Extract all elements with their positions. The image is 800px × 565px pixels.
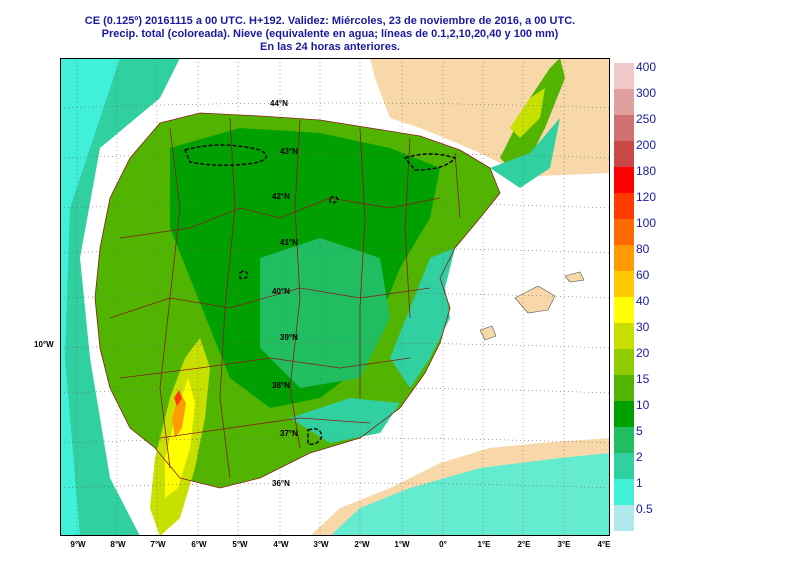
x-tick-3e: 3°E <box>557 540 571 549</box>
header-line-3: En las 24 horas anteriores. <box>259 41 400 53</box>
lat-label-41: 41°N <box>280 238 298 247</box>
precip-band-2-south <box>290 398 400 443</box>
precip-legend <box>614 63 634 531</box>
x-tick-3w: 3°W <box>313 540 329 549</box>
map-frame <box>60 58 610 536</box>
lat-label-42: 42°N <box>272 192 290 201</box>
x-tick-7w: 7°W <box>150 540 166 549</box>
menorca <box>564 271 585 283</box>
mallorca <box>514 285 556 314</box>
legend-swatch <box>614 115 634 141</box>
legend-label: 180 <box>636 164 657 178</box>
legend-label: 120 <box>636 190 657 204</box>
legend-label: 0.5 <box>636 502 653 516</box>
x-tick-6w: 6°W <box>191 540 207 549</box>
legend-label: 5 <box>636 424 643 438</box>
x-tick-2w: 2°W <box>354 540 370 549</box>
legend-label: 400 <box>636 60 657 74</box>
legend-swatch <box>614 297 634 323</box>
x-tick-1w: 1°W <box>394 540 410 549</box>
ibiza <box>479 325 497 341</box>
ocean-precip-west-light <box>60 58 120 536</box>
precipitation-map: 44°N 43°N 42°N 41°N 40°N 39°N 38°N 37°N … <box>60 58 610 536</box>
legend-swatch <box>614 245 634 271</box>
x-tick-5w: 5°W <box>232 540 248 549</box>
legend-label: 300 <box>636 86 657 100</box>
africa-precip <box>330 453 610 536</box>
graticule <box>60 58 610 536</box>
precip-band-5 <box>260 238 390 388</box>
lat-label-43: 43°N <box>280 147 298 156</box>
lat-label-39: 39°N <box>280 333 298 342</box>
header-line-2: Precip. total (coloreada). Nieve (equiva… <box>101 28 559 40</box>
legend-swatch <box>614 349 634 375</box>
legend-label: 250 <box>636 112 657 126</box>
legend-swatch <box>614 427 634 453</box>
x-tick-0: 0° <box>439 540 447 549</box>
x-tick-8w: 8°W <box>110 540 126 549</box>
legend-label: 80 <box>636 242 650 256</box>
y-outer-label: 10°W <box>34 340 54 349</box>
legend-label: 60 <box>636 268 650 282</box>
legend-label: 1 <box>636 476 643 490</box>
precip-heavier-sw <box>165 378 195 498</box>
legend-label: 15 <box>636 372 650 386</box>
legend-swatch <box>614 141 634 167</box>
legend-label: 200 <box>636 138 657 152</box>
legend-swatch <box>614 323 634 349</box>
legend-swatch <box>614 453 634 479</box>
x-tick-9w: 9°W <box>70 540 86 549</box>
lat-label-37: 37°N <box>280 429 298 438</box>
legend-swatch <box>614 479 634 505</box>
province-boundaries <box>94 112 501 489</box>
legend-label: 2 <box>636 450 643 464</box>
legend-swatch <box>614 89 634 115</box>
legend-label: 100 <box>636 216 657 230</box>
header-line-1: CE (0.125º) 20161115 a 00 UTC. H+192. Va… <box>84 15 576 27</box>
legend-swatch <box>614 193 634 219</box>
lat-label-38: 38°N <box>272 381 290 390</box>
x-tick-2e: 2°E <box>517 540 531 549</box>
lat-label-36: 36°N <box>272 479 290 488</box>
ocean-precip-west <box>60 58 180 536</box>
legend-swatch <box>614 167 634 193</box>
east-coast-light <box>390 248 455 388</box>
legend-swatch <box>614 375 634 401</box>
legend-swatch <box>614 505 634 531</box>
x-tick-4e: 4°E <box>597 540 611 549</box>
legend-swatch <box>614 271 634 297</box>
x-tick-1e: 1°E <box>477 540 491 549</box>
legend-swatch <box>614 63 634 89</box>
gulf-lion-precip <box>490 118 560 188</box>
legend-swatch <box>614 219 634 245</box>
legend-label: 10 <box>636 398 650 412</box>
lat-label-44: 44°N <box>270 99 288 108</box>
lat-label-40: 40°N <box>272 287 290 296</box>
precip-peak-sw <box>174 390 182 406</box>
legend-label: 30 <box>636 320 650 334</box>
legend-swatch <box>614 401 634 427</box>
precip-heaviest-sw <box>172 393 186 438</box>
legend-label: 20 <box>636 346 650 360</box>
legend-label: 40 <box>636 294 650 308</box>
precip-ne-core <box>510 88 545 138</box>
snow-contours <box>184 144 457 446</box>
x-tick-4w: 4°W <box>273 540 289 549</box>
